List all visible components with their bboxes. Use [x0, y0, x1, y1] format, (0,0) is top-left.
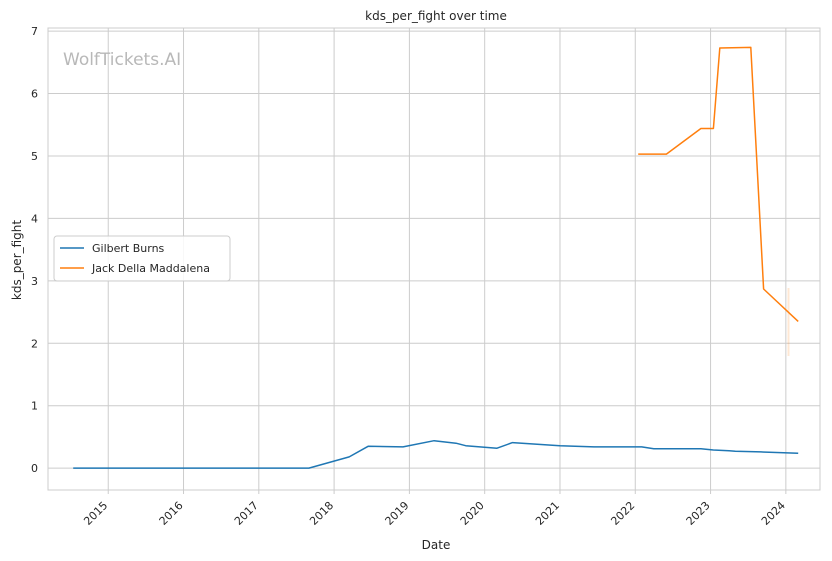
y-axis-label: kds_per_fight [10, 220, 24, 301]
chart-title: kds_per_fight over time [365, 9, 507, 23]
legend-label-gilbert-burns: Gilbert Burns [92, 242, 165, 255]
y-tick-label-5: 5 [31, 150, 38, 163]
y-tick-label-2: 2 [31, 337, 38, 350]
series-line-gilbert-burns [73, 439, 799, 469]
legend-label-jack-della-maddalena: Jack Della Maddalena [91, 262, 210, 275]
y-tick-label-3: 3 [31, 275, 38, 288]
series-layer [73, 46, 799, 469]
x-gridlines [107, 28, 787, 494]
plot-frame [47, 27, 821, 491]
y-tick-labels: 0 1 2 3 4 5 6 7 [31, 25, 38, 475]
y-tick-label-1: 1 [31, 400, 38, 413]
y-tick-label-7: 7 [31, 25, 38, 38]
watermark: WolfTickets.AI [63, 50, 181, 70]
legend: Gilbert Burns Jack Della Maddalena [53, 235, 231, 282]
jdm-error-band [787, 288, 790, 356]
y-tick-label-6: 6 [31, 88, 38, 101]
y-tick-label-4: 4 [31, 212, 38, 225]
series-line-jack-della-maddalena [638, 46, 799, 322]
legend-box [53, 235, 231, 282]
y-tick-label-0: 0 [31, 462, 38, 475]
x-axis-label: Date [422, 538, 451, 552]
